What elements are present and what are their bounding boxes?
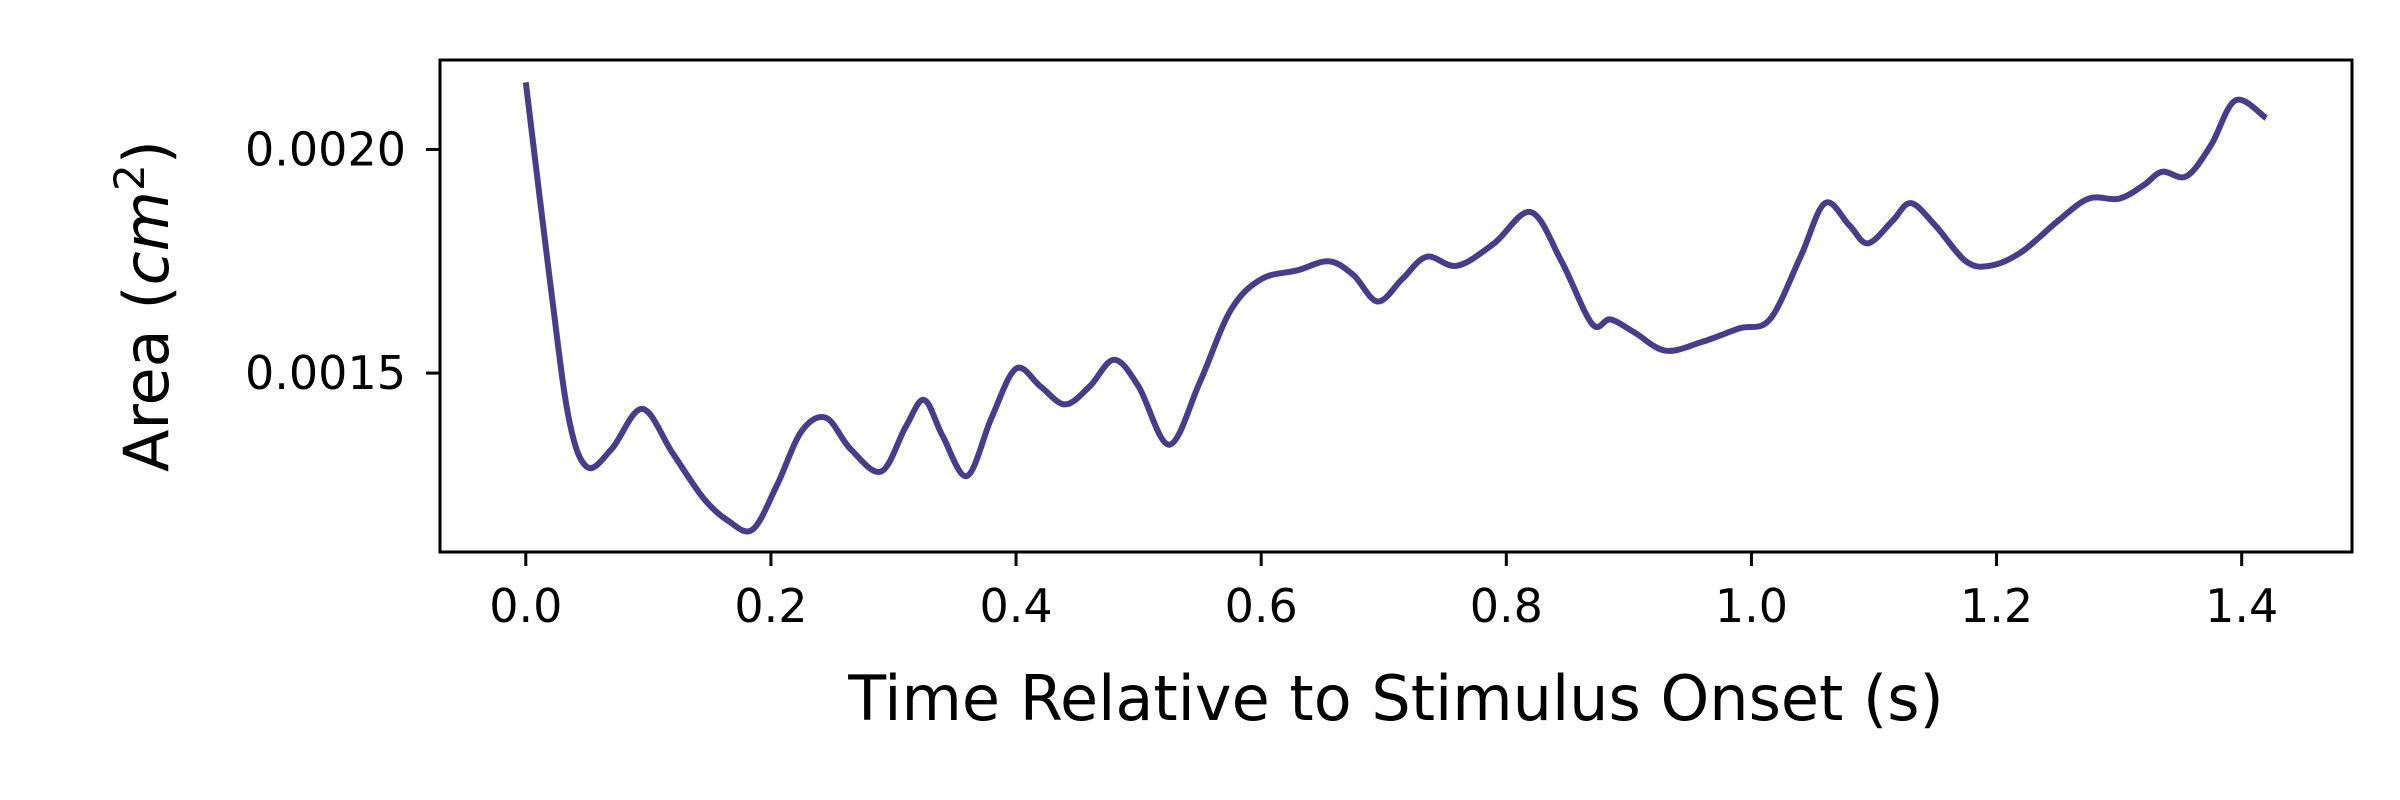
x-tick-label: 0.0 [489,579,562,633]
series-line-0 [522,82,2268,535]
y-axis-title-suffix: ) [110,140,183,164]
x-tick-label: 1.0 [1715,579,1788,633]
x-tick-label: 0.6 [1225,579,1298,633]
x-tick-label: 1.4 [2205,579,2278,633]
x-tick-label: 0.2 [734,579,807,633]
x-tick-label: 0.8 [1470,579,1543,633]
x-tick-label: 0.4 [979,579,1052,633]
plot-marks [522,82,2268,535]
y-axis-title-prefix: Area ( [110,285,183,472]
y-axis-title: Area (cm2) [105,140,183,472]
x-axis-title: Time Relative to Stimulus Onset (s) [847,662,1943,735]
x-tick-label: 1.2 [1960,579,2033,633]
plot-frame [438,58,2354,554]
y-axis-ticks: 0.0015 0.0020 [245,122,440,400]
y-axis-title-variable: cm [110,191,183,285]
y-tick-label: 0.0020 [245,122,406,176]
x-axis-ticks: 0.0 0.2 0.4 0.6 0.8 1.0 1.2 1.4 [489,552,2278,633]
y-tick-label: 0.0015 [245,346,406,400]
y-axis-title-superscript: 2 [105,164,154,191]
